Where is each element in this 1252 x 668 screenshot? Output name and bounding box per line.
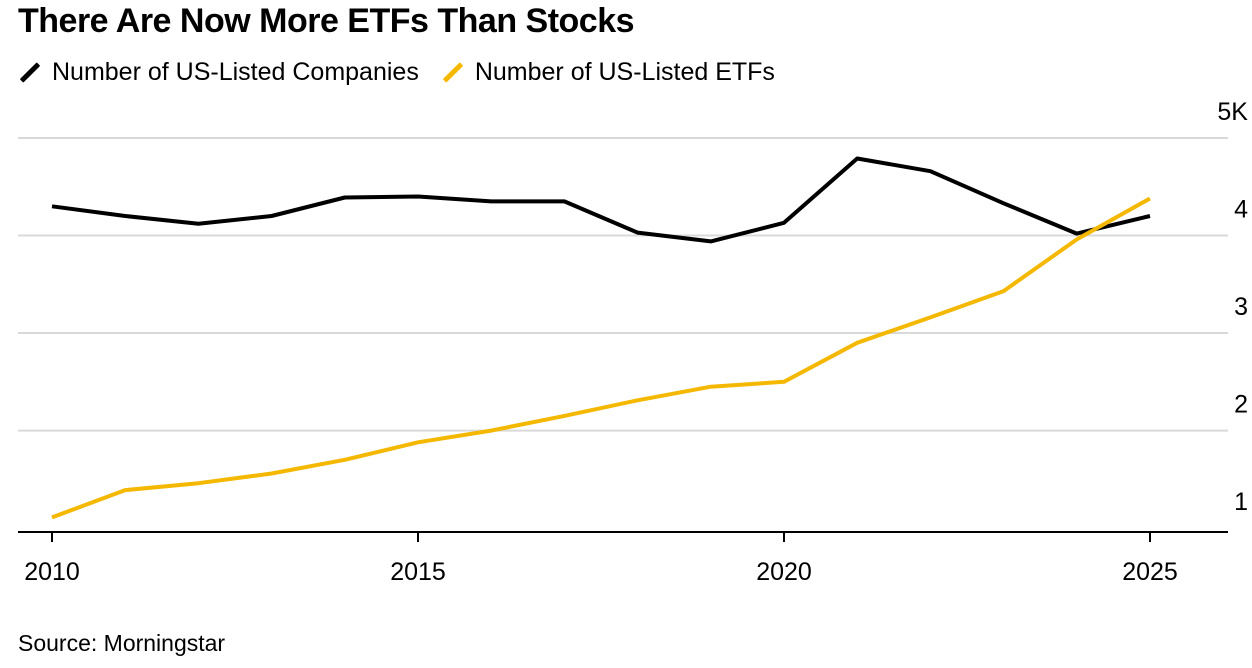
legend-item-companies: Number of US-Listed Companies xyxy=(18,58,419,87)
x-tick-label: 2025 xyxy=(1122,558,1178,586)
legend: Number of US-Listed Companies Number of … xyxy=(18,58,797,87)
y-tick-label: 1 xyxy=(1234,488,1248,516)
source-note: Source: Morningstar xyxy=(18,630,226,656)
series-line-companies xyxy=(51,156,1151,244)
y-tick-label: 3 xyxy=(1234,293,1248,321)
x-tick-label: 2020 xyxy=(756,558,812,586)
legend-label-companies: Number of US-Listed Companies xyxy=(52,58,419,86)
legend-label-etfs: Number of US-Listed ETFs xyxy=(474,58,775,86)
chart-title: There Are Now More ETFs Than Stocks xyxy=(18,2,635,40)
legend-item-etfs: Number of US-Listed ETFs xyxy=(441,58,775,87)
x-tick-label: 2015 xyxy=(390,558,446,586)
y-tick-label: 2 xyxy=(1234,391,1248,419)
x-tick-label: 2010 xyxy=(24,558,80,586)
series-line-etfs xyxy=(51,196,1151,520)
y-tick-label: 4 xyxy=(1234,196,1248,224)
y-tick-label: 5K xyxy=(1217,98,1248,126)
